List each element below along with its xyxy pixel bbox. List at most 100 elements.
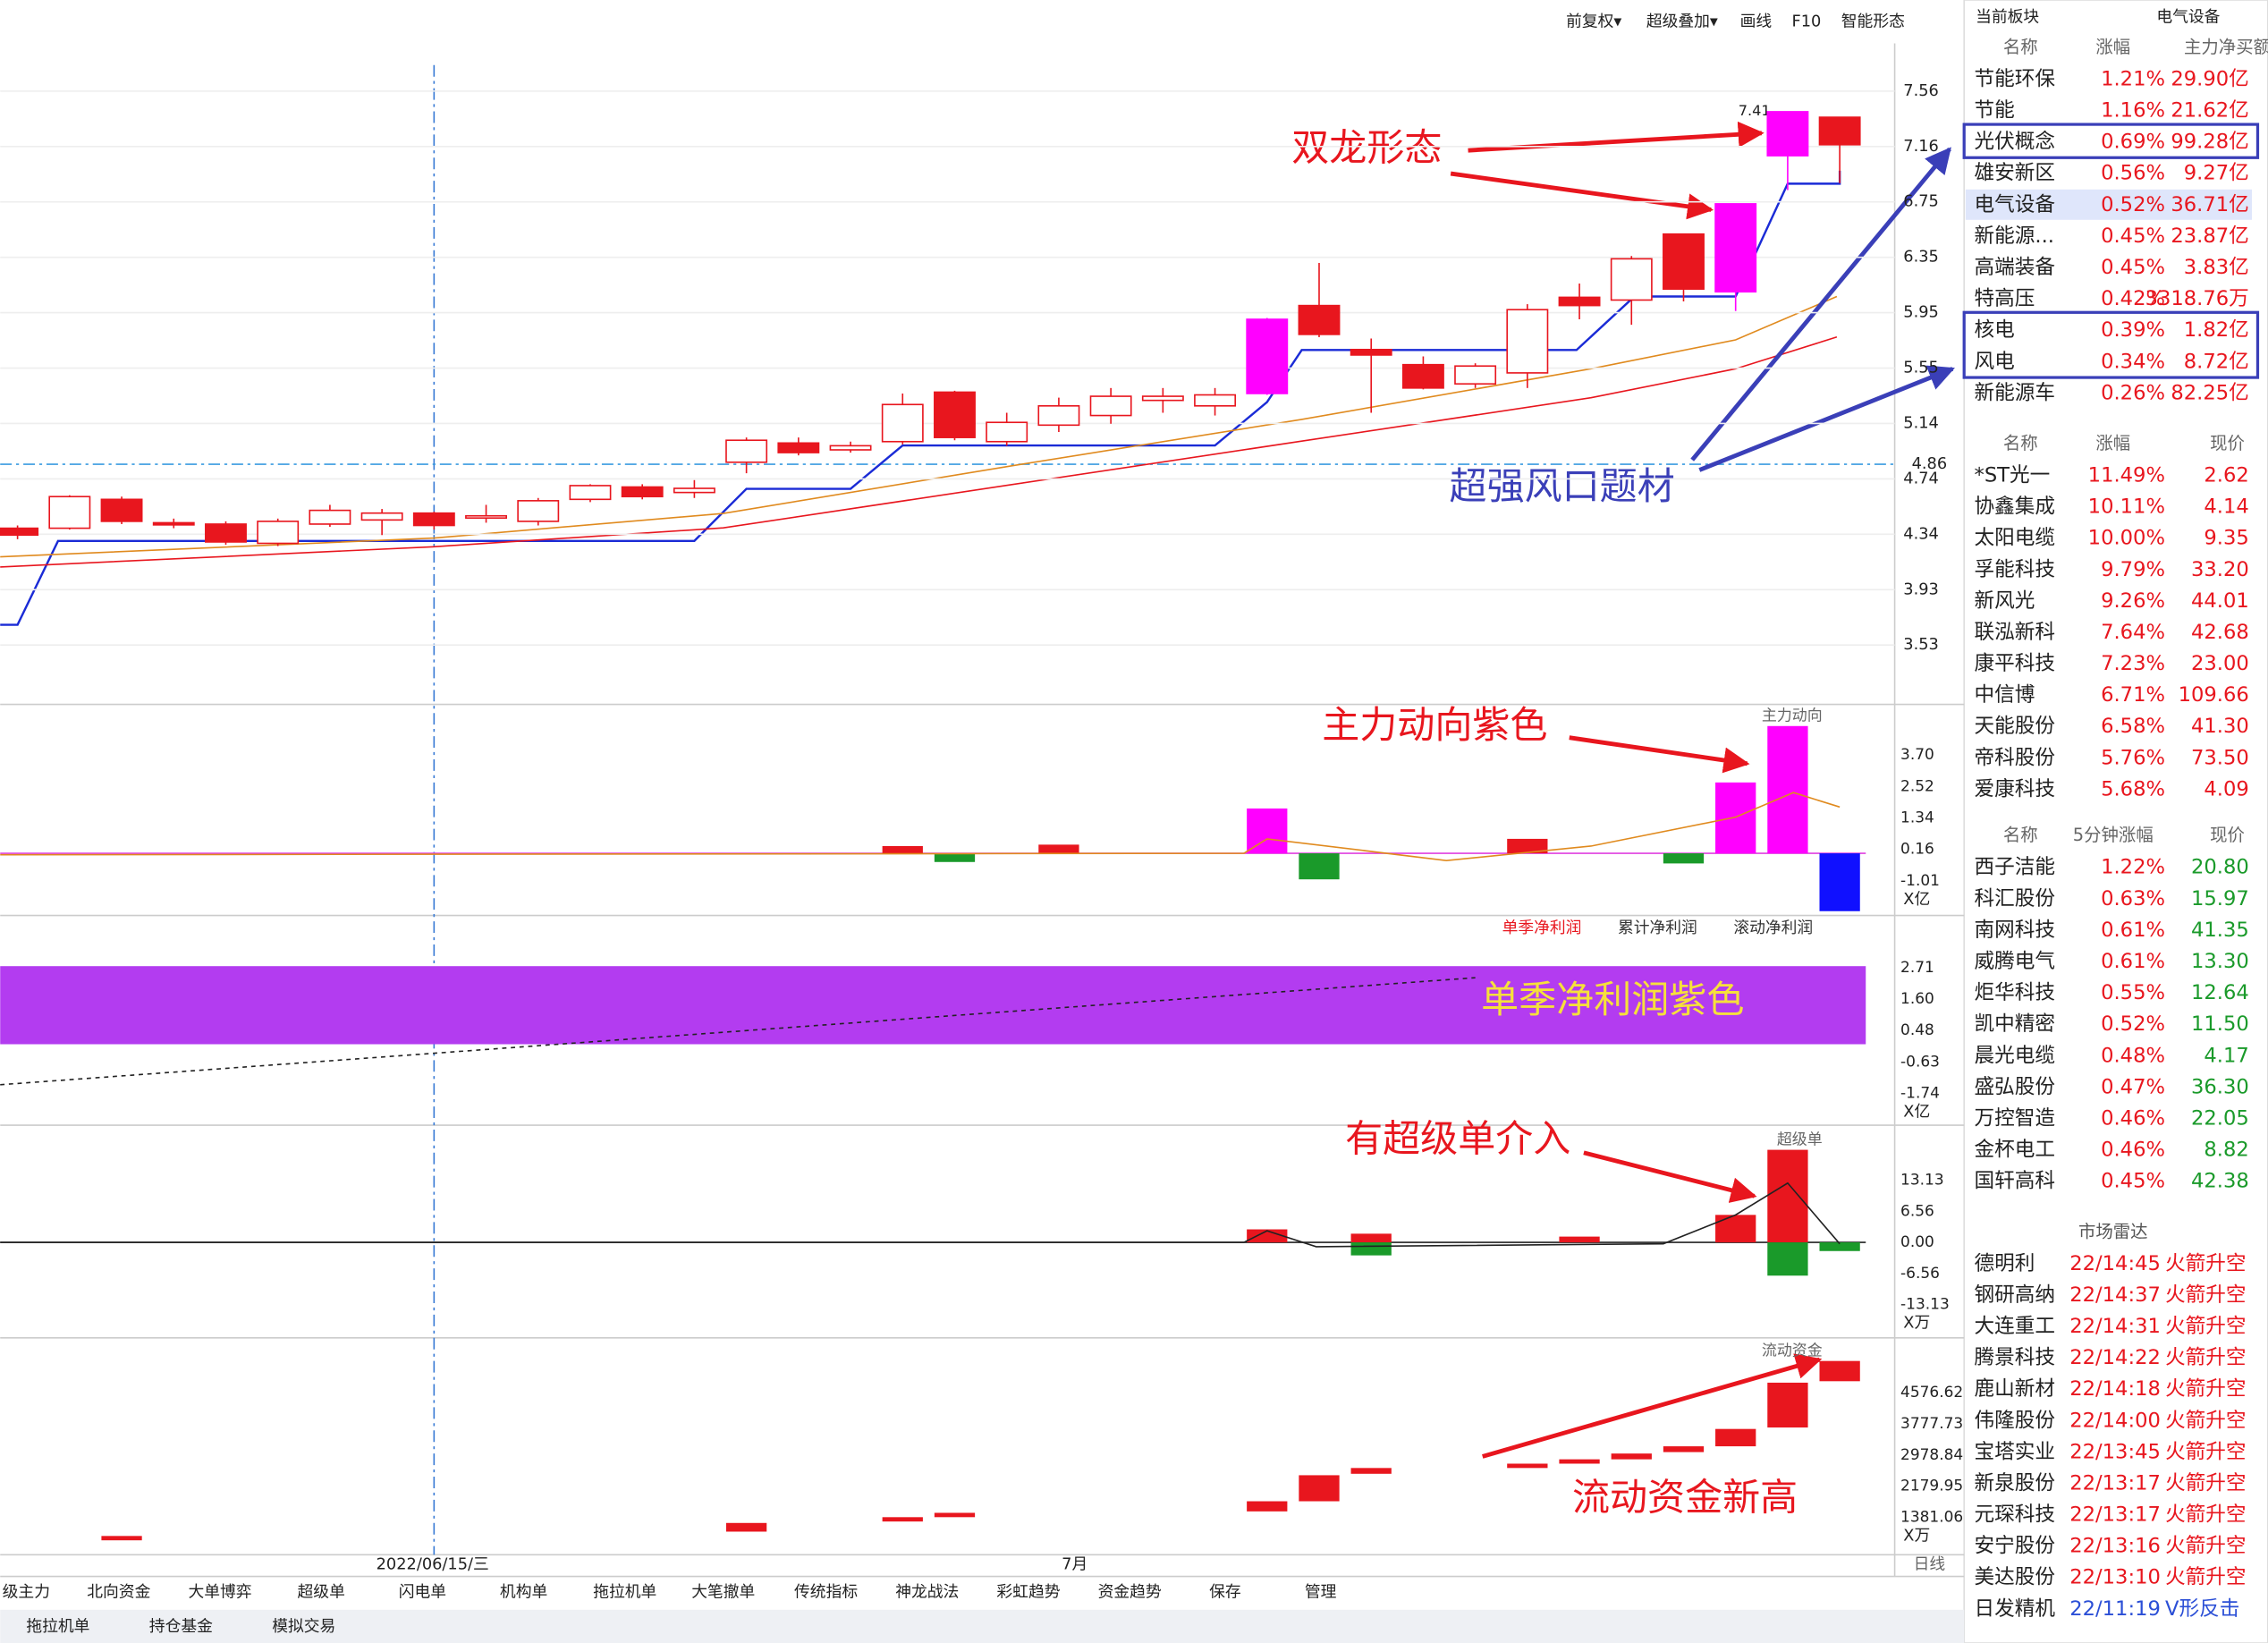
legend-item: 累计净利润 bbox=[1618, 919, 1697, 937]
radar-time: 22/13:10 bbox=[2069, 1566, 2161, 1589]
status-tab[interactable]: 拖拉机单 bbox=[26, 1617, 89, 1636]
change-pct: 0.34% bbox=[2101, 350, 2165, 373]
stock-name: 钢研高纳 bbox=[1975, 1283, 2056, 1307]
toolbar-item[interactable]: 超级叠加▾ bbox=[1646, 12, 1718, 30]
toolbar-item[interactable]: 智能形态 bbox=[1841, 12, 1905, 30]
stock-name: 天能股份 bbox=[1975, 715, 2056, 738]
stock-name: 电气设备 bbox=[1975, 193, 2056, 216]
stock-name: 伟隆股份 bbox=[1975, 1409, 2056, 1432]
tab[interactable]: 闪电单 bbox=[399, 1582, 446, 1601]
y-tick-label: 7.56 bbox=[1903, 81, 1939, 100]
tab[interactable]: 拖拉机单 bbox=[593, 1582, 656, 1601]
value: 29.90亿 bbox=[2171, 67, 2248, 90]
status-tab[interactable]: 模拟交易 bbox=[272, 1617, 335, 1636]
tab[interactable]: 神龙战法 bbox=[895, 1582, 959, 1601]
y-tick-label: 0.48 bbox=[1900, 1021, 1934, 1039]
stock-name: 南网科技 bbox=[1975, 919, 2056, 942]
tab[interactable]: 管理 bbox=[1305, 1582, 1337, 1601]
radar-event: 火箭升空 bbox=[2165, 1503, 2247, 1527]
value: 41.30 bbox=[2191, 715, 2249, 738]
value: 23.00 bbox=[2191, 652, 2249, 675]
stock-name: 大连重工 bbox=[1975, 1315, 2056, 1338]
sector-label: 当前板块 bbox=[1976, 7, 2039, 26]
period-label: 日线 bbox=[1914, 1555, 1946, 1574]
stock-name: 炬华科技 bbox=[1975, 981, 2056, 1004]
radar-time: 22/13:45 bbox=[2069, 1440, 2161, 1463]
tab[interactable]: 大笔撤单 bbox=[691, 1582, 755, 1601]
annotation: 单季净利润紫色 bbox=[1481, 978, 1744, 1021]
status-tab[interactable]: 持仓基金 bbox=[149, 1617, 213, 1636]
tab[interactable]: 传统指标 bbox=[794, 1582, 858, 1601]
radar-time: 22/13:16 bbox=[2069, 1535, 2161, 1558]
annotation: 流动资金新高 bbox=[1572, 1475, 1798, 1519]
tab[interactable]: 机构单 bbox=[500, 1582, 547, 1601]
stock-name: 协鑫集成 bbox=[1975, 495, 2056, 519]
value: 3.83亿 bbox=[2184, 256, 2249, 279]
change-pct: 10.00% bbox=[2088, 527, 2165, 550]
value: 11.50 bbox=[2191, 1012, 2249, 1036]
value: 21.62亿 bbox=[2171, 99, 2248, 123]
stock-name: 雄安新区 bbox=[1975, 162, 2056, 185]
value: 33.20 bbox=[2191, 558, 2249, 581]
value: 36.30 bbox=[2191, 1075, 2249, 1098]
toolbar-item[interactable]: F10 bbox=[1792, 12, 1822, 30]
candle-body bbox=[986, 421, 1028, 443]
value: 1.82亿 bbox=[2184, 318, 2249, 342]
stock-name: 节能 bbox=[1975, 99, 2015, 123]
value: 42.68 bbox=[2191, 621, 2249, 644]
tab[interactable]: 大单博弈 bbox=[188, 1582, 251, 1601]
change-pct: 1.21% bbox=[2101, 67, 2165, 90]
toolbar-item[interactable]: 画线 bbox=[1740, 12, 1773, 30]
y-tick-label: 0.00 bbox=[1900, 1233, 1934, 1251]
panel-title: 超级单 bbox=[1777, 1131, 1823, 1148]
value: 73.50 bbox=[2191, 746, 2249, 769]
value: 20.80 bbox=[2191, 856, 2249, 879]
change-pct: 0.42% bbox=[2101, 287, 2165, 310]
candle-body bbox=[1454, 365, 1497, 385]
change-pct: 0.45% bbox=[2101, 1170, 2165, 1193]
change-pct: 5.76% bbox=[2101, 746, 2165, 769]
radar-event: V形反击 bbox=[2165, 1597, 2239, 1621]
unit-label: X万 bbox=[1903, 1526, 1930, 1545]
tab[interactable]: 彩虹趋势 bbox=[996, 1582, 1060, 1601]
change-pct: 0.55% bbox=[2101, 981, 2165, 1004]
change-pct: 5.68% bbox=[2101, 777, 2165, 800]
candle-body bbox=[205, 523, 247, 543]
candle-body bbox=[673, 487, 715, 494]
tab[interactable]: 资金趋势 bbox=[1098, 1582, 1162, 1601]
stock-name: 美达股份 bbox=[1975, 1566, 2056, 1589]
tab[interactable]: 保存 bbox=[1209, 1582, 1241, 1601]
tab[interactable]: 北向资金 bbox=[87, 1582, 150, 1601]
y-tick-label: 1.34 bbox=[1900, 809, 1934, 826]
value: 13.30 bbox=[2191, 950, 2249, 973]
change-pct: 1.22% bbox=[2101, 856, 2165, 879]
change-pct: 0.46% bbox=[2101, 1106, 2165, 1130]
candle-body bbox=[412, 512, 455, 527]
value: 82.25亿 bbox=[2171, 381, 2248, 404]
stock-name: 光伏概念 bbox=[1975, 131, 2056, 154]
candle-body bbox=[1089, 395, 1132, 417]
table-header: 名称 bbox=[2003, 433, 2038, 453]
candle-body bbox=[1350, 348, 1392, 356]
date-label: 2022/06/15/三 bbox=[377, 1555, 489, 1574]
toolbar-item[interactable]: 前复权▾ bbox=[1566, 12, 1621, 30]
tab[interactable]: 超级单 bbox=[298, 1582, 345, 1601]
value: 8.82 bbox=[2204, 1139, 2248, 1162]
value: 23.87亿 bbox=[2171, 224, 2248, 248]
change-pct: 9.26% bbox=[2101, 589, 2165, 613]
stock-name: 特高压 bbox=[1975, 287, 2035, 310]
candle-body bbox=[621, 486, 664, 498]
change-pct: 0.52% bbox=[2101, 193, 2165, 216]
stock-name: 帝科股份 bbox=[1975, 746, 2056, 769]
value: 2.62 bbox=[2204, 464, 2248, 487]
tab[interactable]: 级主力 bbox=[3, 1582, 50, 1601]
change-pct: 0.56% bbox=[2101, 162, 2165, 185]
price-label: 7.41 bbox=[1739, 102, 1771, 119]
unit-label: X万 bbox=[1903, 1314, 1930, 1333]
radar-time: 22/13:17 bbox=[2069, 1471, 2161, 1495]
radar-time: 22/14:31 bbox=[2069, 1315, 2161, 1338]
stock-name: 盛弘股份 bbox=[1975, 1075, 2056, 1098]
stock-name: 凯中精密 bbox=[1975, 1012, 2056, 1036]
candle-body bbox=[1194, 394, 1237, 407]
